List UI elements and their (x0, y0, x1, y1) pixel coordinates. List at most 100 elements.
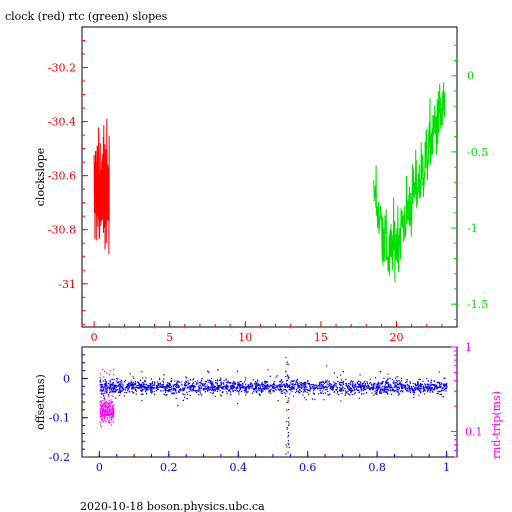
offset-point (262, 390, 264, 392)
offset-point (187, 387, 189, 389)
offset-point (270, 385, 273, 387)
round-trip-point (113, 404, 115, 406)
offset-point (114, 390, 116, 392)
offset-point (387, 393, 389, 395)
round-trip-point (109, 408, 111, 410)
offset-point (113, 384, 115, 386)
offset-point (369, 378, 371, 380)
offset-point (397, 383, 399, 385)
offset-point (112, 390, 114, 392)
top-left-y-tick-label: -31 (58, 278, 76, 291)
offset-point (245, 383, 247, 385)
offset-point (353, 388, 355, 390)
offset-point (266, 388, 268, 390)
offset-point (342, 383, 344, 385)
offset-point (373, 382, 375, 384)
offset-point (136, 385, 138, 387)
offset-point (149, 382, 151, 385)
round-trip-point (112, 413, 114, 415)
offset-excursion-point (287, 436, 289, 438)
offset-point (389, 390, 391, 392)
offset-point (437, 390, 439, 393)
top-right-y-tick-label: -1 (467, 222, 478, 235)
round-trip-point (101, 412, 104, 414)
offset-point (376, 393, 378, 395)
offset-point (167, 390, 169, 392)
round-trip-point (111, 418, 113, 420)
offset-point (208, 371, 210, 373)
offset-point (394, 377, 396, 379)
offset-point (258, 384, 260, 386)
offset-point (371, 384, 373, 386)
offset-point (331, 388, 333, 391)
offset-point (253, 387, 255, 389)
offset-point (212, 388, 214, 390)
offset-point (212, 392, 215, 394)
round-trip-point (100, 400, 102, 402)
offset-point (300, 384, 302, 386)
offset-point (253, 391, 255, 393)
offset-point (339, 386, 341, 388)
offset-point (309, 390, 311, 392)
offset-point (325, 386, 328, 389)
round-trip-point (109, 413, 111, 415)
offset-point (284, 389, 286, 391)
offset-point (255, 388, 257, 390)
offset-point (201, 377, 203, 380)
offset-point (373, 387, 375, 389)
offset-point (443, 383, 445, 385)
offset-point (183, 387, 185, 389)
top-x-tick-label: 0 (91, 331, 98, 344)
offset-excursion-point (286, 446, 288, 448)
offset-point (225, 378, 227, 380)
offset-excursion-point (286, 421, 288, 423)
offset-point (198, 386, 200, 388)
offset-point (100, 381, 102, 383)
round-trip-point (101, 419, 103, 421)
offset-point (446, 385, 448, 387)
offset-point (215, 387, 217, 389)
offset-point (182, 399, 184, 401)
offset-point (119, 387, 121, 389)
offset-point (265, 384, 267, 386)
offset-point (277, 400, 279, 402)
offset-point (217, 386, 219, 388)
offset-point (383, 389, 385, 391)
offset-point (323, 386, 325, 388)
offset-point (373, 386, 375, 388)
offset-point (344, 387, 346, 390)
offset-point (362, 384, 365, 386)
offset-point (393, 380, 395, 382)
offset-point (377, 388, 379, 390)
offset-point (216, 380, 219, 382)
offset-point (127, 388, 129, 390)
offset-point (398, 380, 400, 382)
offset-point (283, 392, 285, 394)
offset-point (171, 385, 173, 388)
offset-point (333, 381, 335, 383)
offset-point (132, 388, 134, 390)
round-trip-point (103, 421, 105, 423)
offset-point (333, 391, 335, 393)
bottom-panel: 0 0.2 0.4 0.6 0.8 10-0.1-0.210.1 offset(ms) r… (34, 341, 503, 474)
offset-point (268, 390, 270, 392)
offset-point (175, 385, 178, 387)
offset-point (369, 382, 371, 384)
bottom-y2-axis-label: rnd-trip(ms) (490, 391, 503, 459)
offset-point (206, 384, 208, 386)
round-trip-point (112, 409, 114, 411)
offset-point (222, 386, 224, 388)
offset-point (195, 391, 197, 393)
round-trip-point (103, 409, 105, 411)
top-left-y-tick-label: -30.8 (48, 224, 76, 237)
offset-point (240, 386, 242, 388)
offset-excursion-point (287, 421, 290, 423)
offset-point (335, 383, 337, 385)
round-trip-point (106, 408, 108, 410)
offset-point (184, 384, 186, 386)
offset-point (214, 386, 216, 388)
offset-point (112, 388, 114, 390)
offset-point (119, 381, 121, 383)
round-trip-point (107, 414, 109, 417)
